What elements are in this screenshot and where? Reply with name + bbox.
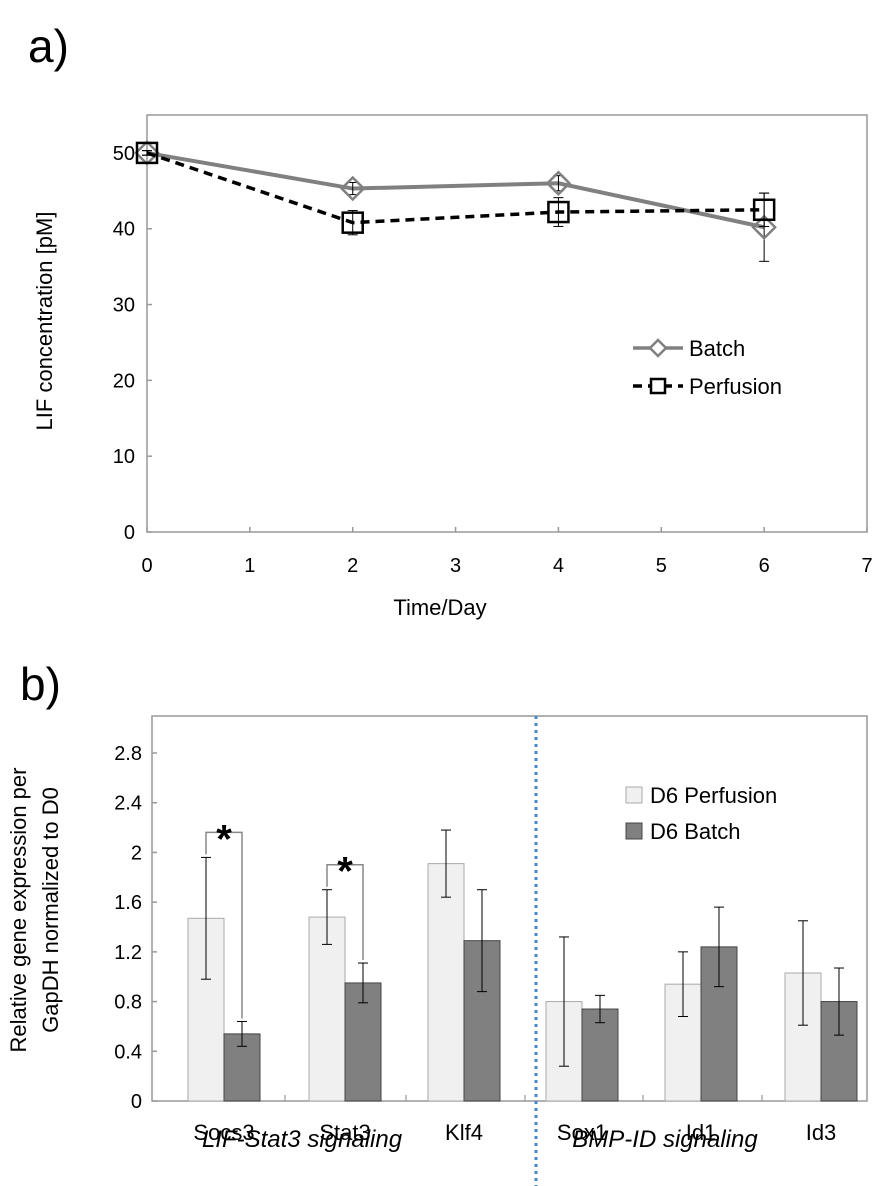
- panel-a-x-tick-label: 2: [347, 555, 358, 577]
- legend-marker-batch: [648, 338, 668, 358]
- panel-a-x-axis-label: Time/Day: [393, 595, 486, 620]
- data-point-perfusion: [547, 200, 570, 224]
- legend-marker-perfusion: [649, 377, 667, 395]
- panel-a-x-tick-label: 3: [450, 555, 461, 577]
- panel-a-y-tick-label: 50: [113, 143, 135, 165]
- significance-bracket-stat3: [326, 863, 364, 961]
- panel-a-y-tick-label: 10: [113, 446, 135, 468]
- panel-a-legend: Batch Perfusion: [633, 336, 782, 399]
- data-point-perfusion: [135, 141, 159, 165]
- panel-a-plot-frame: [146, 114, 868, 533]
- category-label-stat3: Stat3: [319, 1120, 370, 1145]
- panel-a-x-tick-label: 4: [553, 555, 564, 577]
- panel-b-y-tick-label: 0.4: [114, 1041, 142, 1063]
- panel-b-y-tick-label: 0: [131, 1091, 142, 1113]
- panel-a-y-tick-label: 30: [113, 295, 135, 317]
- legend-label-perfusion: D6 Perfusion: [650, 783, 777, 808]
- panel-a-x-tick-label: 6: [759, 555, 770, 577]
- category-label-id3: Id3: [806, 1120, 837, 1145]
- category-label-sox1: Sox1: [557, 1120, 607, 1145]
- panel-b-label: b): [20, 658, 61, 710]
- significance-star-stat3: *: [337, 850, 353, 894]
- panel-a-x-tick-label: 1: [244, 555, 255, 577]
- panel-b: b) 0 0.4 0.8 1.2 1.6 2 2.4 2.8 Socs3 Stat3 Klf4 So…: [6, 658, 868, 1186]
- bar-sox1-batch: [581, 1008, 619, 1102]
- legend-swatch-perfusion: [625, 786, 643, 804]
- significance-star-socs3: *: [216, 817, 232, 861]
- panel-b-y-tick-label: 2.4: [114, 793, 142, 815]
- panel-a-x-tick-label: 0: [141, 555, 152, 577]
- panel-a-x-tick-label: 5: [656, 555, 667, 577]
- panel-b-y-axis-label-line-1: Relative gene expression per: [6, 768, 31, 1053]
- panel-a-y-tick-label: 40: [113, 219, 135, 241]
- legend-swatch-batch: [625, 822, 643, 840]
- bar-klf4-perfusion: [427, 863, 465, 1102]
- series-line-perfusion: [146, 151, 765, 225]
- data-point-perfusion: [341, 211, 364, 234]
- data-point-perfusion: [752, 198, 776, 222]
- data-point-batch: [339, 175, 366, 202]
- group-label-lif-stat3: LIF-Stat3 signaling: [202, 1126, 403, 1153]
- category-label-socs3: Socs3: [193, 1120, 254, 1145]
- series-line-batch: [146, 150, 765, 230]
- panel-a-label: a): [28, 20, 69, 72]
- data-point-batch: [545, 170, 572, 197]
- panel-b-y-tick-label: 0.8: [114, 992, 142, 1014]
- group-label-bmp-id: BMP-ID signaling: [572, 1126, 758, 1153]
- panel-b-legend: D6 Perfusion D6 Batch: [625, 783, 777, 844]
- category-label-klf4: Klf4: [445, 1120, 483, 1145]
- panel-b-y-tick-label: 1.2: [114, 942, 142, 964]
- legend-label-perfusion: Perfusion: [689, 374, 782, 399]
- panel-b-y-tick-label: 1.6: [114, 892, 142, 914]
- panel-a-y-tick-label: 0: [124, 522, 135, 544]
- panel-a: a) 0 10 20 30 40 50 0 1 2 3 4 5 6 7 Time/Day LIF con…: [28, 20, 873, 620]
- panel-b-plot-frame: [151, 715, 868, 1102]
- category-label-id1: Id1: [686, 1120, 717, 1145]
- legend-label-batch: D6 Batch: [650, 819, 741, 844]
- panel-b-y-tick-label: 2: [131, 842, 142, 864]
- panel-b-y-tick-label: 2.8: [114, 743, 142, 765]
- panel-b-y-axis-label-line-2: GapDH normalized to D0: [38, 787, 63, 1033]
- panel-a-y-axis-label: LIF concentration [pM]: [32, 212, 57, 431]
- data-point-batch: [751, 214, 777, 240]
- legend-label-batch: Batch: [689, 336, 745, 361]
- panel-a-y-tick-label: 20: [113, 370, 135, 392]
- panel-a-x-tick-label: 7: [861, 555, 872, 577]
- significance-bracket-socs3: [205, 831, 243, 1019]
